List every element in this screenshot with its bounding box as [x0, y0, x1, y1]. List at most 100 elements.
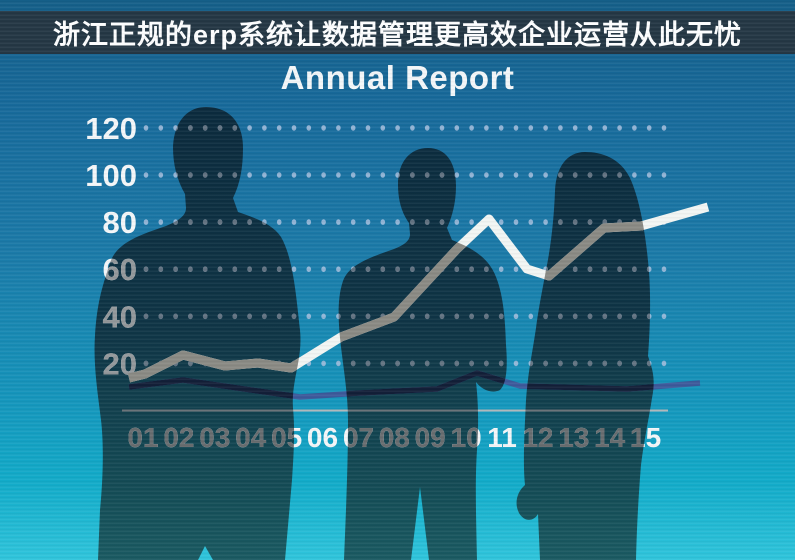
- grid-dot: [202, 172, 208, 178]
- grid-dot: [143, 172, 149, 178]
- grid-dot: [291, 125, 297, 131]
- grid-dot: [469, 266, 474, 273]
- grid-dot: [632, 266, 637, 273]
- grid-dot: [276, 219, 282, 225]
- grid-dot: [617, 125, 622, 131]
- x-tick-label: 09: [415, 422, 446, 453]
- grid-dot: [543, 313, 548, 320]
- grid-dot: [484, 360, 489, 367]
- x-tick-label: 01: [127, 422, 158, 453]
- grid-dot: [410, 172, 415, 178]
- grid-dot: [439, 172, 445, 178]
- grid-dot: [543, 219, 548, 225]
- grid-dot: [336, 172, 341, 178]
- grid-dot: [188, 219, 193, 225]
- grid-dot: [365, 219, 371, 225]
- grid-dot: [602, 313, 608, 320]
- grid-dot: [365, 360, 371, 367]
- y-tick-label: 120: [85, 111, 137, 146]
- grid-dot: [158, 125, 164, 131]
- x-tick-label: 05: [271, 422, 302, 453]
- grid-dot: [424, 219, 430, 225]
- grid-dot: [410, 313, 415, 320]
- grid-dot: [202, 219, 208, 225]
- grid-dot: [424, 266, 430, 273]
- grid-dot: [513, 125, 519, 131]
- grid-dot: [188, 172, 193, 178]
- grid-dot: [232, 125, 238, 131]
- x-tick-label: 15: [630, 422, 661, 453]
- grid-dot: [587, 219, 593, 225]
- x-tick-label: 13: [558, 422, 589, 453]
- grid-dot: [365, 172, 371, 178]
- person-silhouette-right: [516, 152, 654, 560]
- grid-dot: [232, 266, 238, 273]
- grid-dot: [558, 172, 563, 178]
- grid-dot: [217, 266, 223, 273]
- y-tick-label: 40: [103, 299, 137, 334]
- grid-dot: [558, 360, 563, 367]
- grid-dot: [336, 219, 341, 225]
- grid-dot: [202, 266, 208, 273]
- grid-dot: [143, 360, 149, 367]
- grid-dot: [232, 313, 238, 320]
- grid-dot: [410, 360, 415, 367]
- grid-dot: [217, 172, 223, 178]
- grid-dot: [276, 313, 282, 320]
- grid-dot: [350, 360, 356, 367]
- grid-dot: [380, 172, 386, 178]
- grid-dot: [291, 266, 297, 273]
- chart-title: Annual Report: [280, 59, 515, 96]
- grid-dot: [247, 266, 252, 273]
- grid-dot: [306, 172, 312, 178]
- grid-dot: [321, 313, 326, 320]
- grid-dot: [661, 125, 667, 131]
- grid-dot: [173, 313, 178, 320]
- grid-dot: [528, 313, 534, 320]
- grid-dot: [380, 219, 386, 225]
- grid-dot: [350, 172, 356, 178]
- grid-dot: [395, 360, 400, 367]
- grid-dot: [498, 360, 504, 367]
- grid-dot: [306, 313, 312, 320]
- grid-dot: [143, 313, 149, 320]
- x-tick-label: 03: [199, 422, 230, 453]
- grid-dot: [276, 125, 282, 131]
- grid-dot: [321, 125, 326, 131]
- grid-dot: [188, 360, 193, 367]
- x-tick-label: 08: [379, 422, 410, 453]
- grid-dot: [543, 125, 548, 131]
- grid-dot: [632, 360, 637, 367]
- grid-dot: [247, 219, 252, 225]
- x-tick-label: 07: [343, 422, 374, 453]
- grid-dot: [513, 172, 519, 178]
- grid-dot: [528, 125, 534, 131]
- grid-dot: [661, 360, 667, 367]
- grid-dot: [188, 313, 193, 320]
- grid-dot: [188, 266, 193, 273]
- grid-dot: [321, 219, 326, 225]
- x-tick-label: 08: [379, 422, 410, 453]
- grid-dot: [469, 172, 474, 178]
- grid-dot: [558, 125, 563, 131]
- x-tick-label: 12: [522, 422, 553, 453]
- grid-dot: [188, 125, 193, 131]
- grid-dot: [410, 125, 415, 131]
- grid-dot: [158, 266, 164, 273]
- grid-dot: [484, 313, 489, 320]
- banner-title: 浙江正规的erp系统让数据管理更高效企业运营从此无忧: [52, 20, 742, 50]
- grid-dot: [158, 172, 164, 178]
- grid-dot: [498, 219, 504, 225]
- x-tick-label: 11: [487, 422, 517, 453]
- grid-dot: [528, 219, 534, 225]
- x-tick-label: 09: [415, 422, 446, 453]
- grid-dot: [572, 313, 578, 320]
- grid-dot: [469, 125, 474, 131]
- grid-dot: [143, 266, 149, 273]
- grid-dot: [217, 125, 223, 131]
- grid-dot: [528, 172, 534, 178]
- grid-dot: [291, 313, 297, 320]
